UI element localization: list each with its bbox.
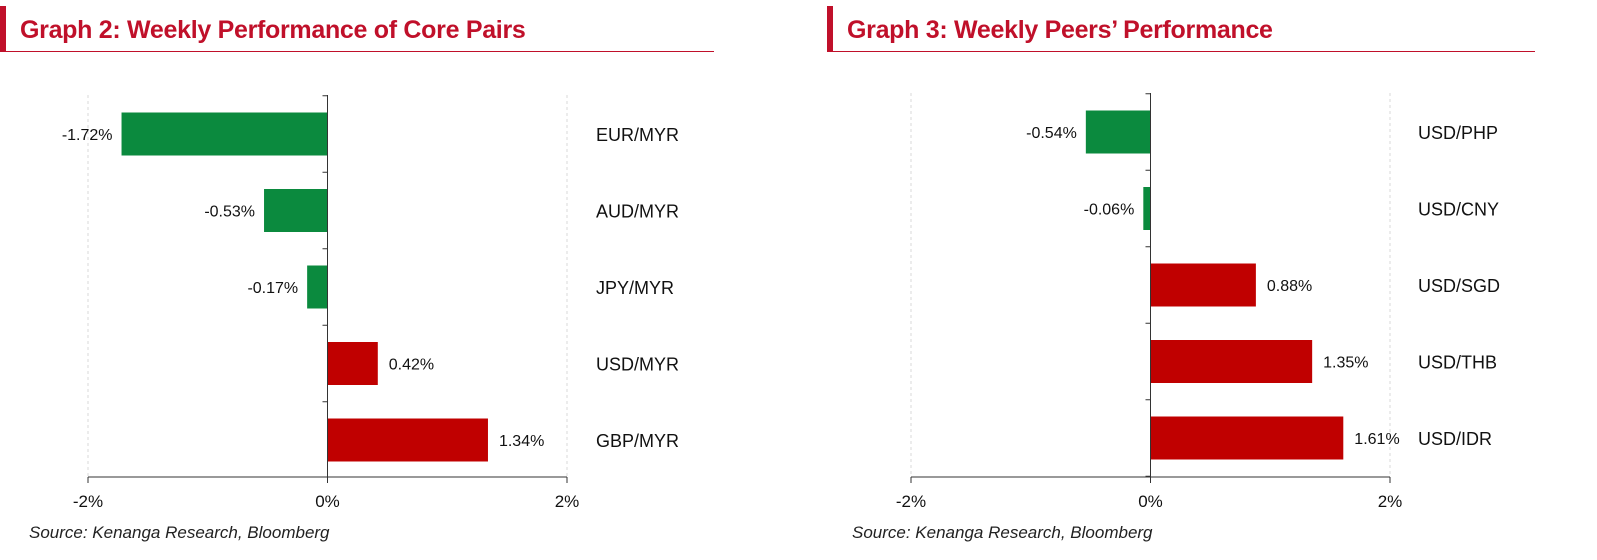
x-tick-label: 2% [1378, 492, 1403, 511]
title-accent-bar [827, 6, 833, 52]
data-label: -0.54% [1026, 125, 1077, 142]
chart-title: Graph 3: Weekly Peers’ Performance [847, 16, 1273, 44]
category-label: USD/SGD [1418, 276, 1500, 296]
x-tick-label: 2% [555, 492, 580, 511]
chart-source-note: Source: Kenanga Research, Bloomberg [852, 523, 1153, 542]
data-label: 1.35% [1323, 355, 1368, 372]
core-pairs-bar-chart: -2% 0% 2% -1.72% EUR/MYR -0.53% AUD/MYR -0.17% J… [62, 95, 679, 511]
chart-source-note: Source: Kenanga Research, Bloomberg [29, 523, 330, 542]
x-tick-label: -2% [73, 492, 103, 511]
bar-usd-php [1085, 110, 1151, 154]
chart-title: Graph 2: Weekly Performance of Core Pair… [20, 16, 526, 44]
data-label: -0.53% [204, 204, 255, 221]
bar-usd-thb [1150, 340, 1313, 383]
category-label: USD/MYR [596, 355, 679, 375]
category-label: USD/IDR [1418, 429, 1492, 449]
category-label: USD/CNY [1418, 200, 1499, 220]
chart-panel-core-pairs: Graph 2: Weekly Performance of Core Pair… [0, 0, 720, 560]
data-label: 1.61% [1354, 431, 1399, 448]
title-underline [0, 51, 714, 52]
chart-panel-peers: Graph 3: Weekly Peers’ Performance -2% 0%… [827, 0, 1547, 560]
data-label: -0.06% [1084, 202, 1135, 219]
category-label: USD/PHP [1418, 123, 1498, 143]
bar-gbp-myr [327, 418, 488, 462]
category-label: USD/THB [1418, 353, 1497, 373]
title-accent-bar [0, 6, 6, 52]
title-underline [827, 51, 1535, 52]
bar-aud-myr [264, 189, 328, 232]
category-label: AUD/MYR [596, 202, 679, 222]
x-tick-label: -2% [896, 492, 926, 511]
data-label: -0.17% [247, 280, 298, 297]
data-label: -1.72% [62, 127, 113, 144]
data-label: 0.88% [1267, 278, 1312, 295]
bar-eur-myr [121, 112, 328, 156]
bar-jpy-myr [307, 265, 328, 309]
category-label: JPY/MYR [596, 278, 674, 298]
x-tick-label: 0% [1138, 492, 1163, 511]
bar-usd-sgd [1150, 263, 1256, 307]
bar-usd-myr [327, 342, 378, 385]
x-tick-label: 0% [315, 492, 340, 511]
category-label: EUR/MYR [596, 125, 679, 145]
data-label: 0.42% [389, 357, 434, 374]
bar-usd-idr [1150, 416, 1344, 460]
data-label: 1.34% [499, 433, 544, 450]
peers-bar-chart: -2% 0% 2% -0.54% USD/PHP -0.06% USD/CNY 0.88% US… [896, 93, 1500, 511]
bar-usd-cny [1143, 187, 1151, 230]
category-label: GBP/MYR [596, 431, 679, 451]
